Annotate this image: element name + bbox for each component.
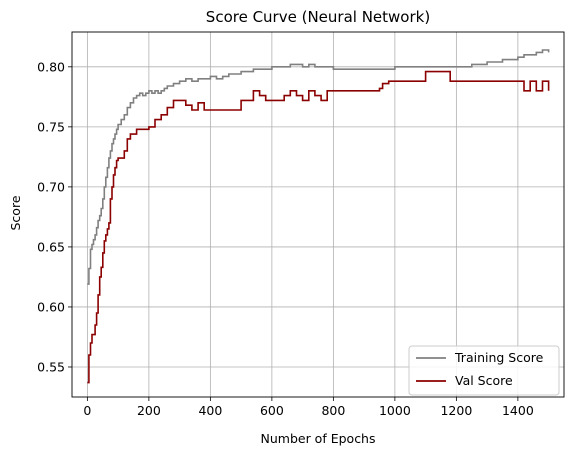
- x-tick-label: 600: [260, 403, 284, 418]
- training-score-line: [87, 49, 550, 285]
- legend: Training Score Val Score: [408, 345, 560, 396]
- x-tick-label: 200: [137, 403, 161, 418]
- x-tick-label: 0: [83, 403, 91, 418]
- x-axis-label: Number of Epochs: [261, 431, 376, 446]
- y-tick-label: 0.80: [37, 59, 65, 74]
- legend-label-training: Training Score: [454, 350, 544, 365]
- grid: [72, 32, 564, 397]
- x-tick-label: 1200: [440, 403, 472, 418]
- y-tick-label: 0.55: [37, 359, 65, 374]
- plot-frame: [71, 31, 565, 398]
- y-tick-label: 0.60: [37, 299, 65, 314]
- x-tick-label: 1000: [379, 403, 411, 418]
- y-tick-label: 0.65: [37, 239, 65, 254]
- legend-box: [408, 345, 560, 396]
- y-tick-label: 0.75: [37, 119, 65, 134]
- x-tick-label: 800: [321, 403, 345, 418]
- chart-title: Score Curve (Neural Network): [206, 8, 430, 26]
- y-axis-label: Score: [8, 195, 23, 230]
- y-tick-label: 0.70: [37, 179, 65, 194]
- legend-label-val: Val Score: [455, 373, 513, 388]
- x-tick-label: 1400: [502, 403, 534, 418]
- axis-ticks: 0 200 400 600 800 1000 1200 1400 0.55 0.60 0.65 0.7…: [37, 59, 534, 418]
- series-lines: [87, 49, 550, 384]
- val-score-line: [87, 70, 550, 384]
- x-tick-label: 400: [198, 403, 222, 418]
